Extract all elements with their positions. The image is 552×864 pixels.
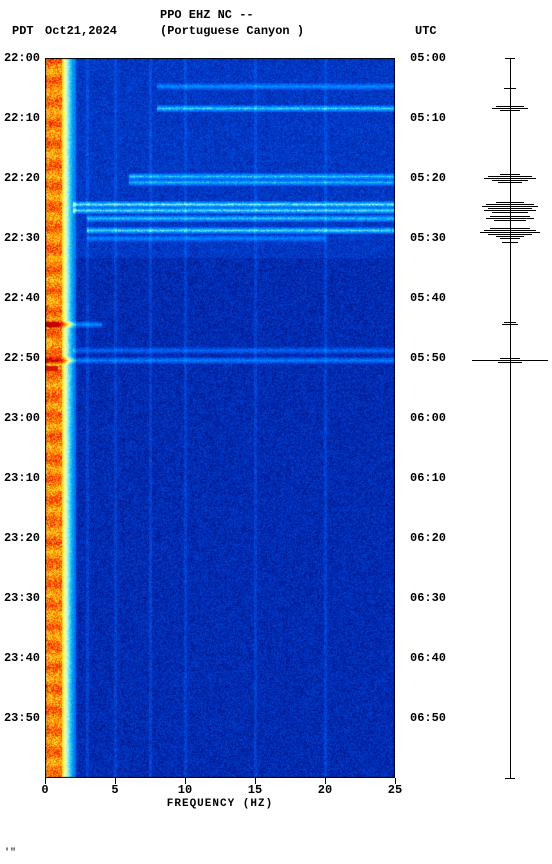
waveform-spike	[492, 212, 528, 213]
y-right-tick: 05:50	[410, 351, 446, 365]
waveform-spike	[488, 208, 532, 209]
x-axis-label: FREQUENCY (HZ)	[0, 798, 440, 810]
x-tick: 0	[41, 783, 48, 797]
y-right-tick: 05:30	[410, 231, 446, 245]
y-left-tick: 23:40	[4, 651, 40, 665]
waveform-spike	[500, 110, 520, 111]
waveform-spike	[492, 180, 528, 181]
y-right-tick: 05:40	[410, 291, 446, 305]
waveform-spike	[496, 106, 524, 107]
y-right-tick: 05:20	[410, 171, 446, 185]
spectrogram-page: { "header":{ "tz_left":"PDT", "date":"Oc…	[0, 0, 552, 864]
waveform-spike	[496, 202, 524, 203]
waveform-spike	[482, 206, 538, 207]
waveform-spike	[504, 322, 516, 323]
y-left-tick: 22:00	[4, 51, 40, 65]
waveform-spike	[488, 234, 532, 235]
waveform-spike	[498, 182, 522, 183]
y-left-tick: 23:10	[4, 471, 40, 485]
waveform-spike	[486, 218, 534, 219]
waveform-spike	[484, 210, 536, 211]
y-left-tick: 22:10	[4, 111, 40, 125]
y-left-tick: 22:50	[4, 351, 40, 365]
y-right-tick: 06:20	[410, 531, 446, 545]
waveform-spike	[472, 360, 548, 361]
waveform-spike	[486, 204, 534, 205]
waveform-spike	[496, 236, 524, 237]
y-left-tick: 22:20	[4, 171, 40, 185]
waveform-spike	[488, 176, 532, 177]
y-right-tick: 06:30	[410, 591, 446, 605]
waveform-spike	[498, 362, 522, 363]
y-right-tick: 05:10	[410, 111, 446, 125]
y-right-tick: 06:00	[410, 411, 446, 425]
y-right-tick: 06:10	[410, 471, 446, 485]
timezone-right-label: UTC	[415, 24, 437, 38]
waveform-spike	[502, 324, 518, 325]
spectrogram-plot	[45, 58, 395, 778]
y-right-tick: 06:40	[410, 651, 446, 665]
x-tick: 15	[248, 783, 262, 797]
waveform-spike	[484, 178, 536, 179]
x-tick: 5	[111, 783, 118, 797]
x-tick: 25	[388, 783, 402, 797]
waveform-spike	[490, 228, 530, 229]
timezone-left-label: PDT	[12, 24, 34, 38]
waveform-spike	[504, 88, 516, 89]
waveform-spike	[502, 242, 518, 243]
corner-mark: '"	[4, 848, 16, 859]
waveform-spike	[500, 238, 520, 239]
waveform-spike	[480, 232, 540, 233]
y-left-tick: 23:50	[4, 711, 40, 725]
x-tick: 20	[318, 783, 332, 797]
y-right-tick: 06:50	[410, 711, 446, 725]
y-left-tick: 23:30	[4, 591, 40, 605]
y-left-tick: 23:00	[4, 411, 40, 425]
waveform-spike	[490, 216, 530, 217]
date-label: Oct21,2024	[45, 24, 117, 38]
y-left-tick: 23:20	[4, 531, 40, 545]
waveform-axis	[510, 58, 511, 778]
waveform-spike	[494, 220, 526, 221]
x-tick: 10	[178, 783, 192, 797]
waveform-spike	[500, 174, 520, 175]
station-code: PPO EHZ NC --	[160, 8, 254, 22]
waveform-sidebar	[460, 58, 550, 778]
y-left-tick: 22:30	[4, 231, 40, 245]
waveform-spike	[484, 230, 536, 231]
y-right-tick: 05:00	[410, 51, 446, 65]
y-left-tick: 22:40	[4, 291, 40, 305]
waveform-spike	[500, 358, 520, 359]
station-location: (Portuguese Canyon )	[160, 24, 304, 38]
spectrogram-canvas	[45, 58, 395, 778]
waveform-spike	[492, 108, 528, 109]
